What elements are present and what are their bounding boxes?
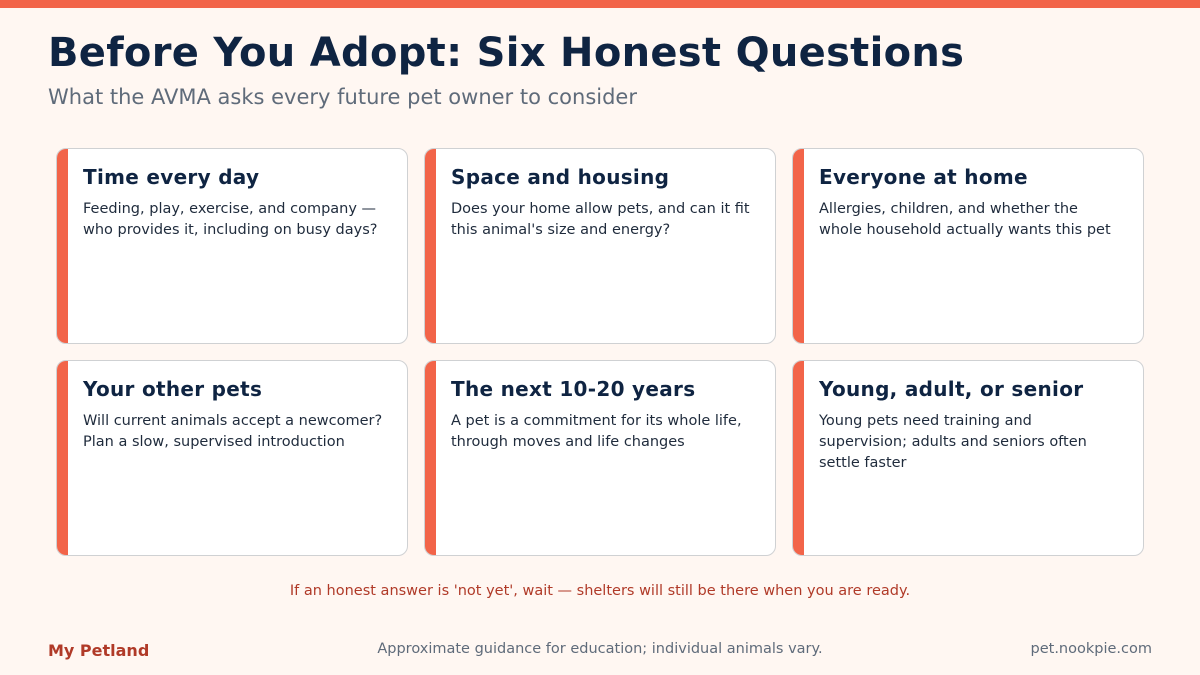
- question-card-lifetime: The next 10-20 years A pet is a commitme…: [424, 360, 776, 556]
- question-grid: Time every day Feeding, play, exercise, …: [56, 148, 1144, 556]
- question-card-age: Young, adult, or senior Young pets need …: [792, 360, 1144, 556]
- footer-url[interactable]: pet.nookpie.com: [1030, 641, 1152, 657]
- card-title: Your other pets: [83, 377, 263, 401]
- card-title: Young, adult, or senior: [819, 377, 1084, 401]
- card-body: Young pets need training and supervision…: [819, 413, 1087, 471]
- question-card-other-pets: Your other pets Will current animals acc…: [56, 360, 408, 556]
- question-card-time: Time every day Feeding, play, exercise, …: [56, 148, 408, 344]
- card-body: Does your home allow pets, and can it fi…: [451, 201, 750, 238]
- page-subtitle: What the AVMA asks every future pet owne…: [48, 85, 637, 109]
- question-card-household: Everyone at home Allergies, children, an…: [792, 148, 1144, 344]
- page-title: Before You Adopt: Six Honest Questions: [48, 30, 965, 76]
- card-title: Space and housing: [451, 165, 670, 189]
- card-title: Everyone at home: [819, 165, 1028, 189]
- card-body: Will current animals accept a newcomer? …: [83, 413, 383, 450]
- card-accent-bar: [793, 149, 804, 343]
- card-accent-bar: [57, 149, 68, 343]
- advice-note: If an honest answer is 'not yet', wait —…: [289, 583, 911, 599]
- card-title: Time every day: [83, 165, 260, 189]
- card-accent-bar: [425, 361, 436, 555]
- card-body: Allergies, children, and whether the who…: [819, 201, 1111, 238]
- card-accent-bar: [793, 361, 804, 555]
- footer-brand: My Petland: [48, 641, 150, 660]
- card-title: The next 10-20 years: [451, 377, 696, 401]
- card-body: Feeding, play, exercise, and company — w…: [83, 201, 378, 238]
- card-accent-bar: [425, 149, 436, 343]
- footer-disclaimer: Approximate guidance for education; indi…: [377, 641, 823, 657]
- card-body: A pet is a commitment for its whole life…: [451, 413, 742, 450]
- question-card-space: Space and housing Does your home allow p…: [424, 148, 776, 344]
- card-accent-bar: [57, 361, 68, 555]
- top-accent-bar: [0, 0, 1200, 8]
